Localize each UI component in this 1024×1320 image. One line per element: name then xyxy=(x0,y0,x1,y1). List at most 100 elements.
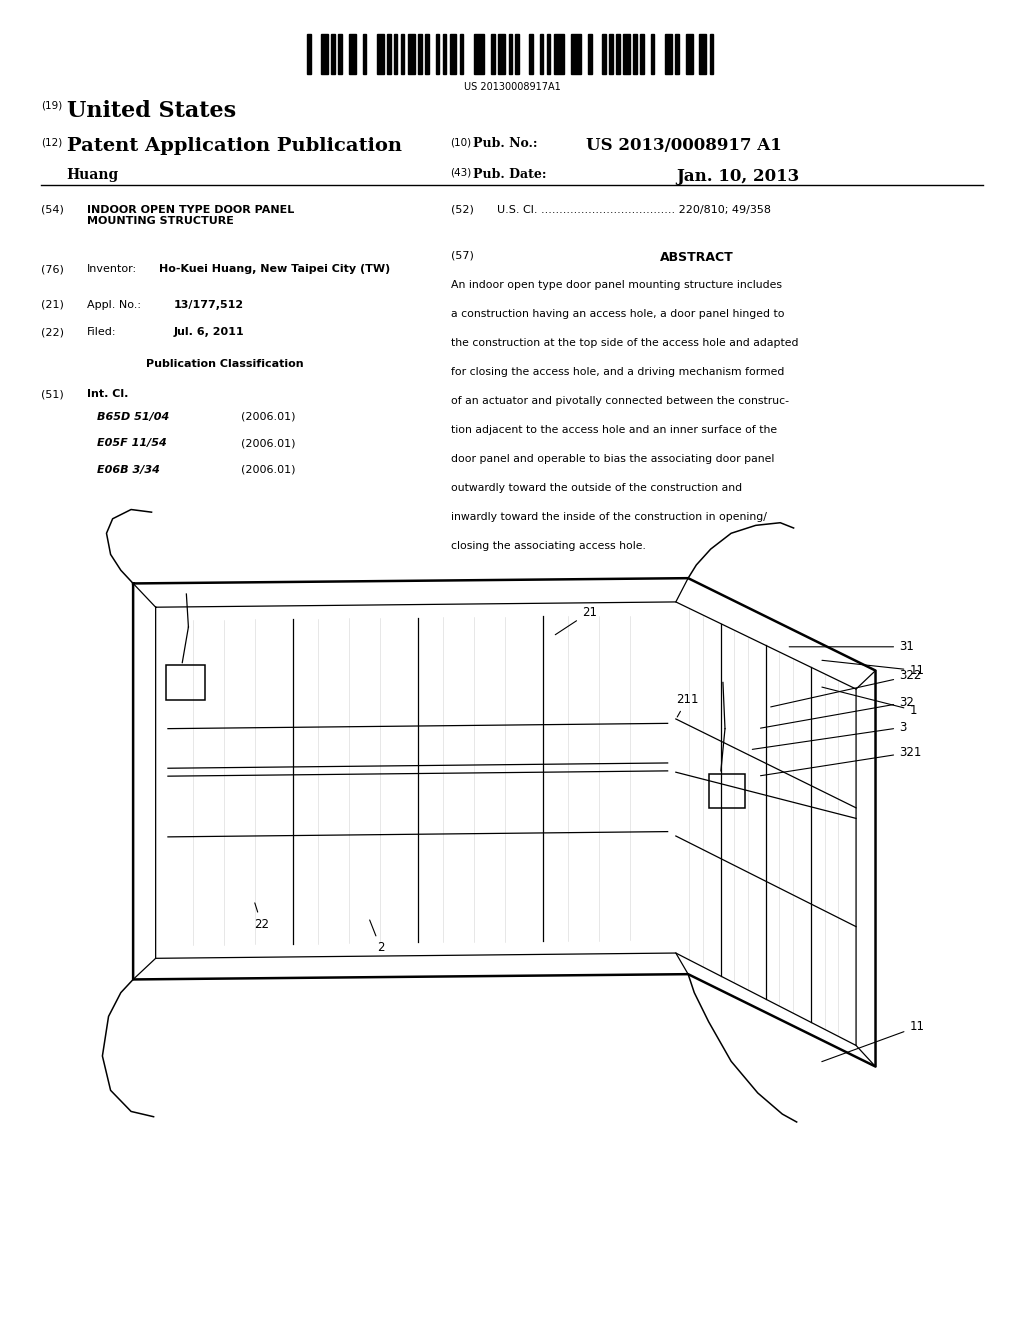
Bar xyxy=(408,34,415,74)
Text: (51): (51) xyxy=(41,389,63,400)
Text: Inventor:: Inventor: xyxy=(87,264,137,275)
Bar xyxy=(616,34,620,74)
Text: (2006.01): (2006.01) xyxy=(241,465,295,475)
Text: E06B 3/34: E06B 3/34 xyxy=(97,465,160,475)
Text: United States: United States xyxy=(67,100,236,123)
Text: closing the associating access hole.: closing the associating access hole. xyxy=(451,541,645,552)
Text: Patent Application Publication: Patent Application Publication xyxy=(67,137,401,156)
Bar xyxy=(602,34,606,74)
Bar xyxy=(442,34,446,74)
Bar xyxy=(571,34,582,74)
Bar xyxy=(675,34,679,74)
Text: 31: 31 xyxy=(790,640,914,653)
Bar xyxy=(362,34,367,74)
Bar xyxy=(418,34,422,74)
Bar xyxy=(387,34,390,74)
Bar xyxy=(474,34,484,74)
Text: Jan. 10, 2013: Jan. 10, 2013 xyxy=(676,168,799,185)
Text: An indoor open type door panel mounting structure includes: An indoor open type door panel mounting … xyxy=(451,280,781,290)
Bar xyxy=(634,34,637,74)
Bar xyxy=(640,34,644,74)
Text: 11: 11 xyxy=(822,1020,925,1061)
Text: door panel and operable to bias the associating door panel: door panel and operable to bias the asso… xyxy=(451,454,774,465)
Text: US 20130008917A1: US 20130008917A1 xyxy=(464,82,560,92)
Text: (10): (10) xyxy=(451,137,472,148)
Text: B65D 51/04: B65D 51/04 xyxy=(97,412,170,422)
Bar xyxy=(609,34,612,74)
Text: (22): (22) xyxy=(41,327,63,338)
Text: Int. Cl.: Int. Cl. xyxy=(87,389,128,400)
Bar xyxy=(540,34,544,74)
Text: 3: 3 xyxy=(753,721,906,750)
Bar xyxy=(529,34,532,74)
Bar xyxy=(498,34,505,74)
Bar xyxy=(589,34,592,74)
Text: (19): (19) xyxy=(41,100,62,111)
Bar xyxy=(332,34,335,74)
Bar xyxy=(450,34,457,74)
Text: Jul. 6, 2011: Jul. 6, 2011 xyxy=(174,327,245,338)
Text: 22: 22 xyxy=(254,903,269,931)
Text: the construction at the top side of the access hole and adapted: the construction at the top side of the … xyxy=(451,338,798,348)
Text: (2006.01): (2006.01) xyxy=(241,438,295,449)
Text: (76): (76) xyxy=(41,264,63,275)
Text: Pub. No.:: Pub. No.: xyxy=(473,137,538,150)
Bar xyxy=(394,34,397,74)
Text: (54): (54) xyxy=(41,205,63,215)
Bar xyxy=(339,34,342,74)
Bar xyxy=(322,34,328,74)
Text: 1: 1 xyxy=(822,688,916,717)
Text: (12): (12) xyxy=(41,137,62,148)
Text: (52): (52) xyxy=(451,205,473,215)
Text: E05F 11/54: E05F 11/54 xyxy=(97,438,167,449)
Bar xyxy=(425,34,429,74)
Bar xyxy=(166,665,205,700)
Text: of an actuator and pivotally connected between the construc-: of an actuator and pivotally connected b… xyxy=(451,396,788,407)
Bar xyxy=(307,34,310,74)
Text: U.S. Cl. ..................................... 220/810; 49/358: U.S. Cl. ...............................… xyxy=(497,205,771,215)
Text: Ho-Kuei Huang, New Taipei City (TW): Ho-Kuei Huang, New Taipei City (TW) xyxy=(159,264,390,275)
Text: (21): (21) xyxy=(41,300,63,310)
Bar xyxy=(699,34,707,74)
Bar xyxy=(665,34,672,74)
Bar xyxy=(710,34,714,74)
Bar xyxy=(554,34,564,74)
Text: for closing the access hole, and a driving mechanism formed: for closing the access hole, and a drivi… xyxy=(451,367,784,378)
Bar xyxy=(509,34,512,74)
Text: 321: 321 xyxy=(761,746,922,776)
Text: Publication Classification: Publication Classification xyxy=(146,359,304,370)
Bar xyxy=(515,34,519,74)
Bar xyxy=(492,34,495,74)
Text: (2006.01): (2006.01) xyxy=(241,412,295,422)
Text: tion adjacent to the access hole and an inner surface of the: tion adjacent to the access hole and an … xyxy=(451,425,776,436)
Text: inwardly toward the inside of the construction in opening/: inwardly toward the inside of the constr… xyxy=(451,512,766,523)
Text: US 2013/0008917 A1: US 2013/0008917 A1 xyxy=(586,137,781,154)
Bar xyxy=(651,34,654,74)
Bar xyxy=(377,34,384,74)
Text: outwardly toward the outside of the construction and: outwardly toward the outside of the cons… xyxy=(451,483,741,494)
Text: 2: 2 xyxy=(370,920,384,954)
Text: Pub. Date:: Pub. Date: xyxy=(473,168,547,181)
Bar xyxy=(460,34,464,74)
Text: (43): (43) xyxy=(451,168,472,178)
Bar xyxy=(401,34,404,74)
Text: 11: 11 xyxy=(822,660,925,677)
Text: 21: 21 xyxy=(555,606,597,635)
Bar xyxy=(435,34,439,74)
Text: 322: 322 xyxy=(771,669,922,708)
Bar xyxy=(685,34,692,74)
Bar xyxy=(349,34,355,74)
Text: (57): (57) xyxy=(451,251,473,261)
Bar xyxy=(547,34,550,74)
Bar xyxy=(623,34,630,74)
Text: 32: 32 xyxy=(761,696,914,729)
Text: Huang: Huang xyxy=(67,168,119,182)
Text: INDOOR OPEN TYPE DOOR PANEL
MOUNTING STRUCTURE: INDOOR OPEN TYPE DOOR PANEL MOUNTING STR… xyxy=(87,205,294,226)
Text: Appl. No.:: Appl. No.: xyxy=(87,300,141,310)
Text: a construction having an access hole, a door panel hinged to: a construction having an access hole, a … xyxy=(451,309,784,319)
Text: Filed:: Filed: xyxy=(87,327,117,338)
Text: 211: 211 xyxy=(676,693,698,717)
Text: 13/177,512: 13/177,512 xyxy=(174,300,244,310)
Bar xyxy=(709,774,745,808)
Text: ABSTRACT: ABSTRACT xyxy=(659,251,733,264)
